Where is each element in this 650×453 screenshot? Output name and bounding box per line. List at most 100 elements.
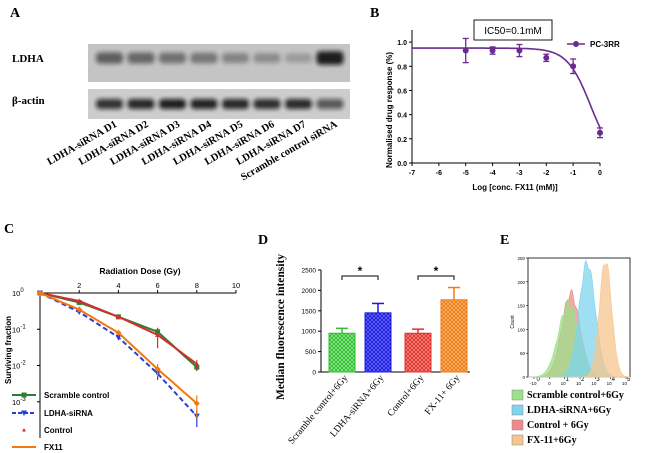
- panel-d: D Median fluorescence intensity 0 500 1000…: [258, 233, 470, 446]
- chart-e-xtick-label: 0: [548, 381, 551, 386]
- protein-label-actin: β-actin: [12, 95, 45, 107]
- panel-d-letter: D: [258, 233, 268, 248]
- chart-c-point: [115, 314, 121, 319]
- chart-b-ylabel: Normalised drug response (%): [385, 52, 394, 168]
- chart-e-xtick-label: 103: [591, 377, 600, 386]
- actin-band: [253, 99, 281, 109]
- panel-c: C Radiation Dose (Gy) Surviving fraction…: [4, 222, 240, 452]
- chart-c-ytick-label: 100: [12, 288, 24, 298]
- chart-d-bar: [364, 312, 392, 373]
- chart-c-xtick-label: 4: [116, 281, 120, 290]
- chart-e-ylabel: Count: [510, 315, 516, 329]
- ldha-bands: [96, 51, 344, 65]
- legend-e-label: LDHA-siRNA+6Gy: [527, 405, 611, 416]
- ldha-blot-membrane: [88, 44, 350, 82]
- actin-band: [285, 99, 312, 109]
- legend-c-label: LDHA-siRNA: [44, 409, 93, 418]
- chart-e-plot: 250 200 150 100 50 0 -100 0 101 102 103 104 105: [517, 256, 631, 386]
- panel-b: B Normalised drug response (%) Log [conc…: [370, 6, 620, 192]
- chart-b-point: [570, 63, 577, 70]
- panel-a-letter: A: [10, 6, 21, 21]
- chart-b-ytick-label: 0.4: [397, 113, 407, 120]
- chart-e-xtick-label: 105: [622, 377, 631, 386]
- chart-e-ytick-label: 50: [520, 351, 526, 356]
- chart-c-xlabel: Radiation Dose (Gy): [99, 266, 180, 276]
- chart-c-point: [76, 298, 82, 304]
- legend-b-label: PC-3RR: [590, 40, 620, 49]
- chart-d-significance-bracket: [417, 275, 455, 280]
- chart-d-category-label: FX-11+ 6Gy: [423, 373, 462, 417]
- chart-e-ytick-label: 150: [517, 304, 525, 309]
- actin-band: [190, 99, 218, 109]
- chart-e-xtick-label: 104: [607, 377, 616, 386]
- legend-b-marker: [573, 41, 579, 47]
- chart-d-bar: [440, 299, 468, 373]
- actin-band: [316, 99, 344, 109]
- ldha-band: [127, 52, 155, 64]
- chart-d-ytick-label: 500: [305, 349, 316, 356]
- chart-d-category-label: Control+6Gy: [386, 373, 426, 418]
- chart-d-plot: 0 500 1000 1500 2000 2500 Scramble control+6Gy…: [287, 264, 470, 446]
- chart-c-point: [37, 290, 43, 296]
- chart-c-point: [115, 329, 122, 336]
- chart-d-category-label: Scramble control+6Gy: [287, 373, 351, 446]
- ldha-band: [96, 52, 123, 64]
- chart-b-plot: 0.0 0.2 0.4 0.6 0.8 1.0 -7 -6 -5 -4 -3 -2 -1 0: [397, 30, 603, 177]
- actin-bands: [96, 99, 344, 109]
- legend-e-label: Control + 6Gy: [527, 420, 589, 431]
- actin-band: [159, 99, 186, 109]
- chart-b-xtick-label: -7: [409, 170, 415, 177]
- chart-b-xtick-label: -6: [436, 170, 442, 177]
- legend-e-swatch: [511, 419, 524, 431]
- chart-e-xtick-label: 102: [576, 377, 585, 386]
- chart-c-point: [194, 361, 200, 366]
- legend-e-swatch: [511, 404, 524, 416]
- chart-e-xtick-label: -100: [530, 377, 541, 386]
- ldha-band: [159, 52, 186, 64]
- legend-c-label: Scramble control: [44, 391, 109, 400]
- chart-e-ytick-label: 0: [522, 375, 525, 380]
- legend-c-label: Control: [44, 426, 72, 435]
- chart-b-xtick-label: -3: [516, 170, 522, 177]
- chart-d-ytick-label: 1500: [302, 308, 317, 315]
- chart-c-xtick-label: 2: [77, 281, 81, 290]
- chart-d-ylabel: Median fluorescence intensity: [275, 254, 287, 400]
- chart-b-ytick-label: 1.0: [397, 40, 407, 47]
- chart-b-ytick-label: 0.2: [397, 137, 407, 144]
- chart-e-ytick-label: 250: [517, 256, 525, 261]
- actin-band: [96, 99, 123, 109]
- chart-c-legend: Scramble control LDHA-siRNA Control FX11: [12, 391, 109, 452]
- chart-d-significance-star: *: [358, 264, 363, 278]
- chart-d-ytick-label: 0: [312, 370, 316, 377]
- chart-e-ytick-label: 100: [517, 327, 525, 332]
- chart-b-point: [597, 129, 603, 136]
- chart-c-ytick-label: 10-2: [12, 361, 26, 371]
- chart-c-ylabel: Surviving fraction: [4, 316, 13, 384]
- chart-b-xtick-label: -5: [463, 170, 469, 177]
- chart-c-plot: 2 4 6 8 10 100 10-1 10-2 10-3: [12, 281, 240, 438]
- ic50-annotation: IC50=0.1mM: [484, 26, 542, 37]
- ldha-band: [222, 52, 249, 64]
- panel-e-letter: E: [500, 233, 509, 248]
- chart-b-ytick-label: 0.6: [397, 88, 407, 95]
- chart-b-xtick-label: -1: [570, 170, 576, 177]
- legend-e-label: Scramble control+6Gy: [527, 390, 624, 401]
- chart-e-ytick-label: 200: [517, 280, 525, 285]
- chart-c-ytick-label: 10-1: [12, 324, 26, 334]
- legend-c-label: FX11: [44, 443, 63, 452]
- chart-c-point: [155, 332, 161, 337]
- chart-d-ytick-label: 2000: [302, 288, 317, 295]
- legend-c-marker: [21, 410, 27, 416]
- chart-b-xtick-label: 0: [598, 170, 602, 177]
- legend-c-marker: [21, 392, 27, 398]
- chart-e-histogram: [528, 263, 631, 378]
- chart-b-point: [489, 47, 496, 54]
- chart-b-ytick-label: 0.0: [397, 161, 407, 168]
- chart-c-series-line: [39, 292, 198, 405]
- legend-e-swatch: [511, 389, 524, 401]
- panel-b-letter: B: [370, 6, 379, 21]
- chart-b-point: [543, 54, 550, 61]
- ldha-band: [190, 52, 218, 64]
- chart-d-significance-bracket: [341, 275, 379, 280]
